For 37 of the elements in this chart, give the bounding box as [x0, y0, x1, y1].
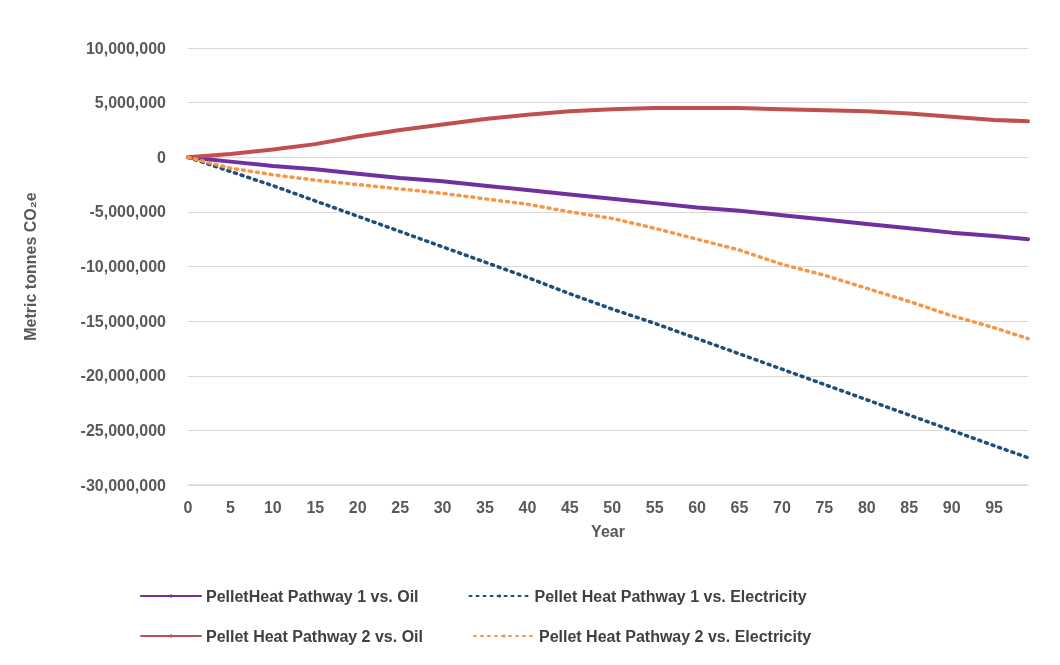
x-tick-label: 45 [560, 498, 579, 516]
legend-label: Pellet Heat Pathway 2 vs. Electricity [538, 627, 812, 645]
x-tick-label: 55 [645, 498, 664, 516]
y-axis-title: Metric tonnes CO₂e [21, 192, 39, 341]
x-tick-label: 50 [603, 498, 622, 516]
x-tick-label: 35 [476, 498, 494, 516]
x-tick-label: 70 [773, 498, 791, 516]
legend-label: Pellet Heat Pathway 2 vs. Oil [206, 627, 423, 645]
legend-label: Pellet Heat Pathway 1 vs. Electricity [534, 587, 807, 605]
x-axis-title: Year [591, 522, 625, 540]
y-tick-label: -30,000,000 [80, 476, 167, 494]
x-tick-label: 10 [263, 498, 282, 516]
y-tick-label: 0 [157, 148, 167, 166]
x-tick-label: 75 [815, 498, 834, 516]
x-tick-label: 30 [433, 498, 452, 516]
x-tick-label: 60 [688, 498, 707, 516]
y-tick-label: -20,000,000 [80, 367, 167, 385]
line-series [186, 155, 1030, 341]
line-series [186, 106, 1030, 160]
x-tick-label: 95 [985, 498, 1004, 516]
y-tick-label: 5,000,000 [94, 94, 167, 112]
x-tick-label: 90 [942, 498, 961, 516]
y-tick-label: 10,000,000 [85, 39, 167, 57]
x-tick-label: 65 [730, 498, 749, 516]
y-tick-label: -5,000,000 [89, 203, 167, 221]
x-tick-label: 20 [348, 498, 367, 516]
y-tick-label: -10,000,000 [80, 258, 167, 275]
x-tick-label: 5 [225, 498, 235, 516]
x-tick-label: 85 [900, 498, 919, 516]
legend-label: PelletHeat Pathway 1 vs. Oil [206, 587, 419, 605]
x-tick-label: 15 [306, 498, 325, 516]
x-tick-label: 25 [391, 498, 410, 516]
x-tick-label: 0 [183, 498, 193, 516]
y-tick-label: -25,000,000 [80, 421, 167, 439]
x-tick-label: 80 [857, 498, 876, 516]
x-tick-label: 40 [518, 498, 537, 516]
y-tick-label: -15,000,000 [80, 312, 167, 330]
